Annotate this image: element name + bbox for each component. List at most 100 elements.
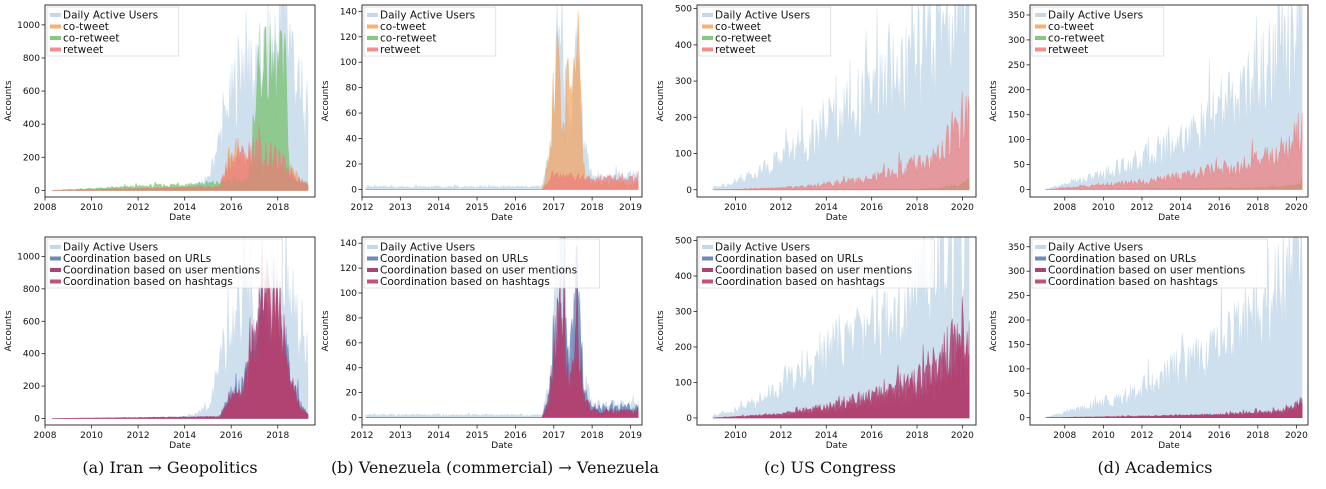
x-tick-label: 2015 [466, 431, 489, 441]
x-tick-label: 2012 [1131, 431, 1154, 441]
legend-label: co-tweet [380, 21, 426, 33]
y-tick-label: 60 [346, 339, 358, 349]
x-tick-label: 2010 [80, 203, 103, 213]
x-tick-label: 2018 [1246, 431, 1269, 441]
x-axis-label: Date [826, 213, 848, 223]
legend-label: Coordination based on URLs [63, 253, 211, 265]
x-tick-label: 2010 [80, 431, 103, 441]
series-area-daily-active-users [712, 5, 970, 191]
legend-swatch [702, 256, 713, 261]
y-tick-label: 20 [346, 160, 358, 170]
y-tick-label: 50 [1014, 389, 1026, 399]
y-tick-label: 40 [346, 135, 358, 145]
y-tick-label: 200 [1008, 86, 1025, 96]
y-tick-label: 60 [346, 109, 358, 119]
series-area-coordination-based-on-hashtags [52, 280, 309, 419]
y-tick-label: 200 [1008, 316, 1025, 326]
series-area-daily-active-users [712, 237, 970, 419]
y-axis-label: Accounts [989, 310, 999, 351]
y-tick-label: 300 [1008, 36, 1025, 46]
x-tick-label: 2016 [220, 431, 243, 441]
legend-label: Daily Active Users [1048, 242, 1143, 254]
x-tick-label: 2013 [389, 431, 412, 441]
x-tick-label: 2012 [351, 431, 374, 441]
y-tick-label: 350 [1008, 11, 1025, 21]
axes-frame [1029, 236, 1309, 426]
legend-swatch [50, 279, 61, 284]
legend-swatch [367, 268, 378, 272]
y-tick-label: 200 [675, 343, 692, 353]
y-tick-label: 400 [23, 350, 40, 360]
series-area-retweet [1045, 112, 1303, 190]
y-tick-label: 200 [675, 113, 692, 123]
x-tick-label: 2020 [951, 431, 974, 441]
series-area-daily-active-users [1045, 5, 1303, 190]
legend: Daily Active Usersco-tweetco-retweetretw… [698, 6, 832, 57]
y-tick-label: 0 [1019, 414, 1025, 424]
legend-swatch [1035, 245, 1046, 249]
x-tick-label: 2016 [860, 203, 883, 213]
y-tick-label: 500 [675, 237, 692, 247]
panel-a-top: 2008 2010 2012 2014 2016 2018 0 200 400 600 800 100… [4, 4, 316, 223]
legend-swatch [702, 279, 713, 284]
legend-swatch [367, 279, 378, 284]
legend-swatch [50, 256, 61, 261]
legend-label: co-tweet [63, 21, 109, 33]
series-area-coordination-based-on-hashtags [712, 330, 970, 419]
y-tick-label: 120 [340, 264, 357, 274]
x-tick-label: 2012 [127, 203, 150, 213]
y-tick-label: 100 [340, 289, 357, 299]
x-axis-label: Date [169, 441, 191, 451]
x-tick-label: 2019 [619, 203, 642, 213]
legend-label: Coordination based on user mentions [715, 265, 912, 277]
legend-label: Coordination based on URLs [1048, 253, 1196, 265]
x-tick-label: 2010 [1092, 203, 1115, 213]
x-tick-label: 2020 [951, 203, 974, 213]
legend-label: Coordination based on user mentions [1048, 265, 1245, 277]
legend-swatch [50, 245, 61, 249]
y-tick-label: 80 [346, 314, 358, 324]
series-area-coordination-based-on-hashtags [365, 317, 639, 418]
y-tick-label: 350 [1008, 243, 1025, 253]
x-tick-label: 2014 [1169, 203, 1192, 213]
x-tick-label: 2012 [127, 431, 150, 441]
x-axis-label: Date [491, 441, 513, 451]
legend-label: retweet [380, 44, 420, 56]
x-tick-label: 2008 [1053, 203, 1076, 213]
legend-swatch [367, 13, 378, 17]
x-tick-label: 2020 [1285, 203, 1308, 213]
x-tick-label: 2020 [1285, 431, 1308, 441]
x-tick-label: 2018 [906, 431, 929, 441]
legend-label: Coordination based on user mentions [63, 265, 260, 277]
y-tick-label: 100 [675, 150, 692, 160]
panel-d-bottom: 2008 2010 2012 2014 2016 2018 2020 0 50 100 150 200… [989, 236, 1309, 451]
x-tick-label: 2008 [1053, 431, 1076, 441]
legend-swatch [367, 47, 378, 52]
legend-swatch [367, 36, 378, 40]
legend-swatch [50, 13, 61, 17]
legend-swatch [702, 13, 713, 17]
legend-swatch [702, 268, 713, 272]
y-tick-label: 140 [340, 7, 357, 17]
y-tick-label: 800 [23, 285, 40, 295]
x-tick-label: 2018 [266, 203, 289, 213]
y-axis-label: Accounts [321, 310, 331, 351]
legend-label: Daily Active Users [715, 10, 810, 22]
y-axis-label: Accounts [4, 310, 14, 351]
legend-label: co-retweet [63, 33, 119, 45]
y-axis-label: Accounts [989, 80, 999, 121]
caption-d: (d) Academics [1097, 458, 1213, 477]
x-tick-label: 2018 [581, 203, 604, 213]
y-tick-label: 0 [686, 414, 692, 424]
legend-swatch [367, 245, 378, 249]
x-tick-label: 2012 [769, 203, 792, 213]
panel-d-top: 2008 2010 2012 2014 2016 2018 2020 0 50 100 150 200… [989, 4, 1309, 223]
x-tick-label: 2016 [1208, 431, 1231, 441]
panel-c-bottom: 2010 2012 2014 2016 2018 2020 0 100 200 300 400 500… [656, 237, 977, 451]
x-tick-label: 2016 [1208, 203, 1231, 213]
y-tick-label: 250 [1008, 292, 1025, 302]
caption-b: (b) Venezuela (commercial) → Venezuela [330, 458, 660, 477]
legend-label: co-retweet [380, 33, 436, 45]
y-tick-label: 250 [1008, 61, 1025, 71]
